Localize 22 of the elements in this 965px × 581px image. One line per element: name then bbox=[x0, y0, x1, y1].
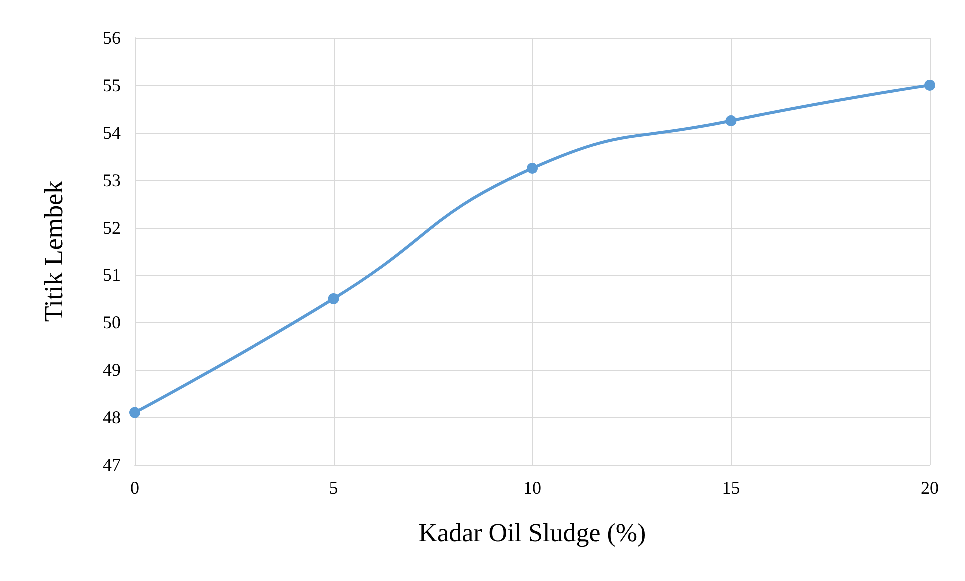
point bbox=[726, 116, 737, 127]
y-tick-label: 49 bbox=[103, 360, 121, 380]
point bbox=[527, 162, 538, 174]
y-tick-label: 54 bbox=[103, 122, 121, 143]
x-tick-label: 15 bbox=[722, 478, 740, 498]
y-axis-title: Titik Lembek bbox=[40, 180, 68, 322]
point bbox=[924, 80, 936, 91]
y-tick-label: 52 bbox=[103, 218, 121, 238]
x-tick-label: 20 bbox=[921, 478, 939, 498]
y-tick-label: 56 bbox=[103, 28, 121, 48]
y-tick-label: 53 bbox=[103, 170, 121, 190]
point bbox=[130, 407, 140, 418]
x-tick-label: 5 bbox=[329, 478, 338, 498]
y-tick-label: 50 bbox=[103, 312, 121, 333]
x-tick-label: 10 bbox=[524, 478, 542, 498]
x-axis-title: Kadar Oil Sludge (%) bbox=[418, 518, 646, 548]
y-tick-label: 48 bbox=[103, 408, 121, 428]
y-tick-label: 47 bbox=[103, 455, 121, 475]
x-tick-label: 0 bbox=[130, 478, 140, 498]
y-tick-label: 51 bbox=[103, 265, 121, 286]
y-tick-label: 55 bbox=[103, 75, 121, 96]
point bbox=[328, 293, 340, 304]
